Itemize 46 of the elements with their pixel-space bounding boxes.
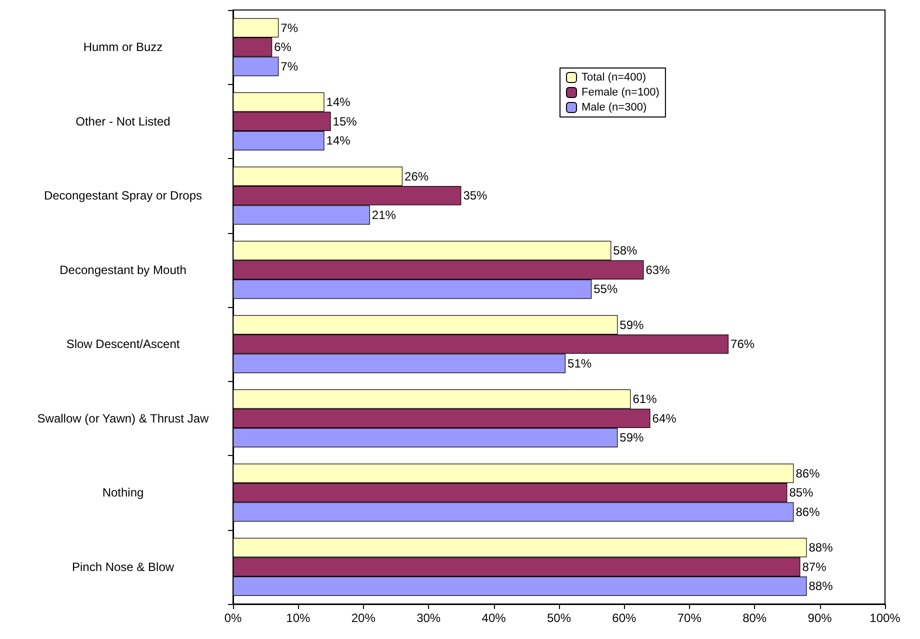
data-label: 51%	[568, 356, 592, 370]
y-tick-label: Other - Not Listed	[76, 114, 170, 128]
legend-label: Total (n=400)	[582, 72, 646, 84]
x-tick-label: 50%	[546, 611, 572, 625]
data-label: 88%	[808, 540, 834, 555]
x-tick-label: 90%	[808, 611, 832, 625]
data-label: 58%	[613, 244, 638, 258]
legend-label: Female (n=100)	[582, 86, 660, 98]
y-tick-label: Decongestant Spray or Drops	[44, 188, 202, 203]
data-label: 15%	[332, 114, 358, 128]
data-label: 59%	[620, 318, 644, 332]
data-label: 55%	[594, 282, 618, 296]
y-tick-label: Pinch Nose & Blow	[72, 560, 174, 574]
data-label: 35%	[463, 188, 488, 203]
data-label: 88%	[808, 579, 834, 594]
y-tick-label: Humm or Buzz	[83, 40, 163, 54]
data-label: 7%	[280, 20, 298, 35]
x-tick-label: 20%	[351, 611, 376, 625]
data-label: 86%	[796, 466, 820, 480]
x-tick-label: 70%	[677, 611, 702, 625]
y-tick-label: Nothing	[102, 486, 144, 500]
y-tick-label: Slow Descent/Ascent	[66, 337, 180, 352]
x-tick-label: 0%	[224, 611, 242, 625]
legend-label: Male (n=300)	[582, 102, 647, 114]
data-label: 14%	[326, 95, 351, 110]
x-tick-label: 40%	[482, 611, 506, 625]
x-tick-label: 80%	[742, 611, 767, 625]
data-label: 86%	[796, 504, 820, 519]
data-label: 6%	[274, 40, 292, 54]
y-tick-label: Swallow (or Yawn) & Thrust Jaw	[37, 411, 210, 426]
data-label: 64%	[652, 411, 677, 426]
y-tick-label: Decongestant by Mouth	[60, 262, 186, 277]
data-label: 85%	[789, 486, 814, 500]
data-label: 26%	[404, 169, 429, 184]
data-label: 87%	[802, 560, 827, 574]
data-label: 61%	[632, 392, 658, 406]
data-label: 21%	[372, 208, 396, 222]
data-label: 7%	[280, 59, 298, 74]
x-tick-label: 30%	[416, 611, 441, 625]
x-tick-label: 100%	[870, 611, 901, 625]
data-label: 14%	[326, 134, 351, 148]
data-label: 76%	[730, 337, 755, 352]
data-label: 59%	[620, 430, 644, 445]
x-tick-label: 60%	[612, 611, 637, 625]
x-tick-label: 10%	[286, 611, 311, 625]
data-label: 63%	[646, 262, 670, 277]
